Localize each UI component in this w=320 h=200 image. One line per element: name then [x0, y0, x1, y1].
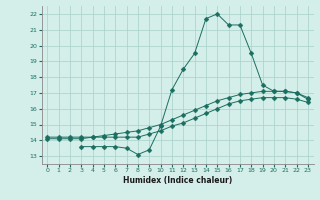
X-axis label: Humidex (Indice chaleur): Humidex (Indice chaleur) [123, 176, 232, 185]
